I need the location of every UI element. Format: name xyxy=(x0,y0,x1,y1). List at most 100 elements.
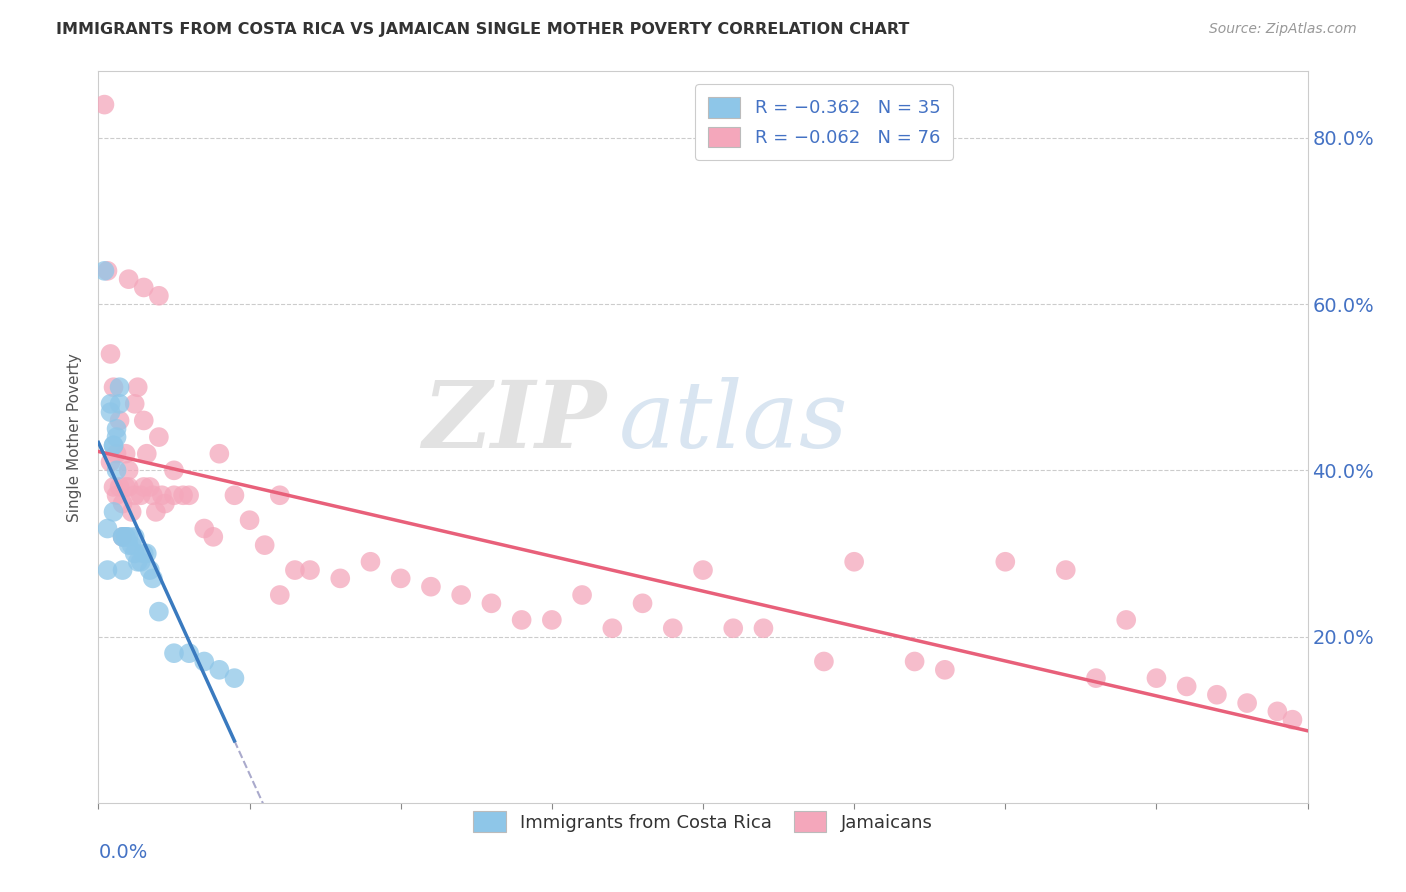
Point xyxy=(121,505,143,519)
Point xyxy=(148,289,170,303)
Point xyxy=(752,621,775,635)
Point xyxy=(284,563,307,577)
Point xyxy=(239,513,262,527)
Text: IMMIGRANTS FROM COSTA RICA VS JAMAICAN SINGLE MOTHER POVERTY CORRELATION CHART: IMMIGRANTS FROM COSTA RICA VS JAMAICAN S… xyxy=(56,22,910,37)
Point xyxy=(100,405,122,419)
Point xyxy=(129,555,152,569)
Point xyxy=(111,497,134,511)
Point xyxy=(103,380,125,394)
Point xyxy=(1267,705,1289,719)
Point xyxy=(108,480,131,494)
Point xyxy=(1206,688,1229,702)
Point xyxy=(163,463,186,477)
Point xyxy=(93,97,115,112)
Point xyxy=(208,663,231,677)
Legend: Immigrants from Costa Rica, Jamaicans: Immigrants from Costa Rica, Jamaicans xyxy=(461,799,945,845)
Point xyxy=(132,280,155,294)
Point xyxy=(111,530,134,544)
Point xyxy=(148,605,170,619)
Point xyxy=(1144,671,1167,685)
Point xyxy=(844,555,866,569)
Point xyxy=(111,530,134,544)
Point xyxy=(208,447,231,461)
Point xyxy=(111,563,134,577)
Point xyxy=(96,264,118,278)
Point xyxy=(150,488,173,502)
Point xyxy=(103,438,125,452)
Point xyxy=(96,521,118,535)
Text: ZIP: ZIP xyxy=(422,377,606,467)
Point xyxy=(661,621,683,635)
Point xyxy=(540,613,562,627)
Point xyxy=(108,413,131,427)
Point xyxy=(100,347,122,361)
Point xyxy=(179,646,201,660)
Point xyxy=(105,422,128,436)
Point xyxy=(481,596,503,610)
Text: Source: ZipAtlas.com: Source: ZipAtlas.com xyxy=(1209,22,1357,37)
Point xyxy=(93,264,115,278)
Point xyxy=(360,555,382,569)
Point xyxy=(105,430,128,444)
Point xyxy=(121,538,143,552)
Point xyxy=(124,546,146,560)
Point xyxy=(1085,671,1108,685)
Point xyxy=(124,397,146,411)
Point xyxy=(1054,563,1077,577)
Text: atlas: atlas xyxy=(619,377,848,467)
Point xyxy=(420,580,443,594)
Point xyxy=(100,455,122,469)
Point xyxy=(193,655,215,669)
Point xyxy=(450,588,472,602)
Point xyxy=(105,463,128,477)
Point xyxy=(114,480,136,494)
Point xyxy=(904,655,927,669)
Point xyxy=(813,655,835,669)
Point xyxy=(129,488,152,502)
Point xyxy=(139,563,162,577)
Point xyxy=(1175,680,1198,694)
Point xyxy=(142,488,165,502)
Point xyxy=(602,621,624,635)
Point xyxy=(224,488,246,502)
Point xyxy=(1115,613,1137,627)
Point xyxy=(103,505,125,519)
Point xyxy=(153,497,176,511)
Point xyxy=(108,380,131,394)
Point xyxy=(118,480,141,494)
Point xyxy=(193,521,215,535)
Point xyxy=(111,530,134,544)
Point xyxy=(510,613,533,627)
Point xyxy=(132,546,155,560)
Point xyxy=(253,538,276,552)
Point xyxy=(571,588,593,602)
Point xyxy=(114,530,136,544)
Point xyxy=(124,530,146,544)
Point xyxy=(105,488,128,502)
Y-axis label: Single Mother Poverty: Single Mother Poverty xyxy=(67,352,83,522)
Point xyxy=(994,555,1017,569)
Point xyxy=(127,555,149,569)
Point xyxy=(142,571,165,585)
Point xyxy=(692,563,714,577)
Point xyxy=(105,447,128,461)
Point xyxy=(224,671,246,685)
Point xyxy=(269,488,291,502)
Point xyxy=(135,447,157,461)
Point xyxy=(148,430,170,444)
Point xyxy=(139,480,162,494)
Point xyxy=(1281,713,1303,727)
Point xyxy=(103,480,125,494)
Point xyxy=(118,272,141,286)
Point xyxy=(103,438,125,452)
Point xyxy=(172,488,194,502)
Point xyxy=(114,530,136,544)
Point xyxy=(723,621,745,635)
Point xyxy=(631,596,654,610)
Point xyxy=(163,646,186,660)
Point xyxy=(299,563,322,577)
Point xyxy=(135,546,157,560)
Point xyxy=(118,538,141,552)
Point xyxy=(100,397,122,411)
Point xyxy=(108,397,131,411)
